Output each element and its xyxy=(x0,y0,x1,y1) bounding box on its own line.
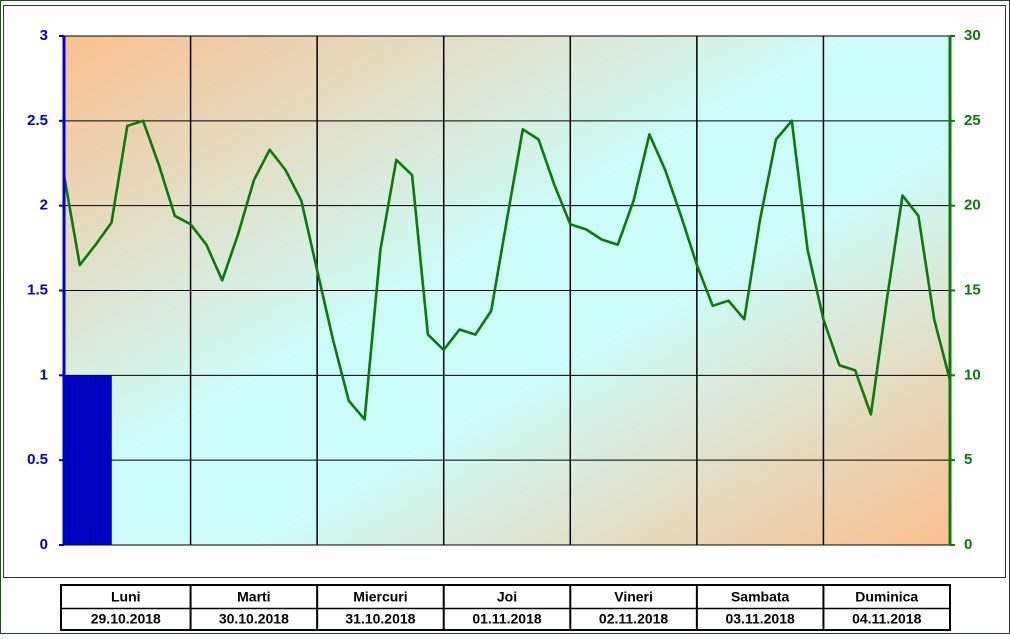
day-name: Duminica xyxy=(855,589,918,605)
y2-tick-label: 20 xyxy=(964,197,981,214)
y-tick-label: 2.5 xyxy=(27,112,48,129)
bar xyxy=(95,375,102,546)
y2-tick-label: 15 xyxy=(964,281,981,298)
bar xyxy=(90,375,96,546)
y2-tick-label: 0 xyxy=(964,536,972,553)
y2-tick-label: 10 xyxy=(964,366,981,383)
day-date: 31.10.2018 xyxy=(345,611,415,627)
y2-tick-label: 25 xyxy=(964,112,981,129)
y-tick-label: 0.5 xyxy=(27,451,48,468)
day-date: 04.11.2018 xyxy=(852,611,922,627)
day-date: 29.10.2018 xyxy=(91,611,161,627)
y-tick-label: 0 xyxy=(40,536,48,553)
y2-tick-label: 5 xyxy=(964,451,972,468)
marks xyxy=(62,119,952,546)
bar xyxy=(100,375,107,546)
day-date: 02.11.2018 xyxy=(599,611,669,627)
day-name: Miercuri xyxy=(353,589,407,605)
y-tick-label: 3 xyxy=(40,27,48,44)
bar xyxy=(74,375,81,546)
day-date: 01.11.2018 xyxy=(472,611,542,627)
day-date: 03.11.2018 xyxy=(725,611,795,627)
bar xyxy=(68,375,75,546)
day-name: Joi xyxy=(497,589,517,605)
bar xyxy=(84,375,91,546)
y-tick-label: 1 xyxy=(40,366,48,383)
day-name: Vineri xyxy=(614,589,653,605)
day-name: Marti xyxy=(237,589,270,605)
bar xyxy=(79,375,86,546)
y-tick-label: 1.5 xyxy=(27,281,48,298)
bar xyxy=(105,375,112,546)
y-tick-label: 2 xyxy=(40,197,48,214)
y2-tick-label: 30 xyxy=(964,27,981,44)
day-name: Sambata xyxy=(731,589,790,605)
line xyxy=(62,119,952,421)
day-date: 30.10.2018 xyxy=(219,611,289,627)
table-frame xyxy=(60,584,951,631)
day-name: Luni xyxy=(111,589,141,605)
day-table: Luni 29.10.2018 Marti 30.10.2018 Miercuri 31.… xyxy=(60,584,951,631)
